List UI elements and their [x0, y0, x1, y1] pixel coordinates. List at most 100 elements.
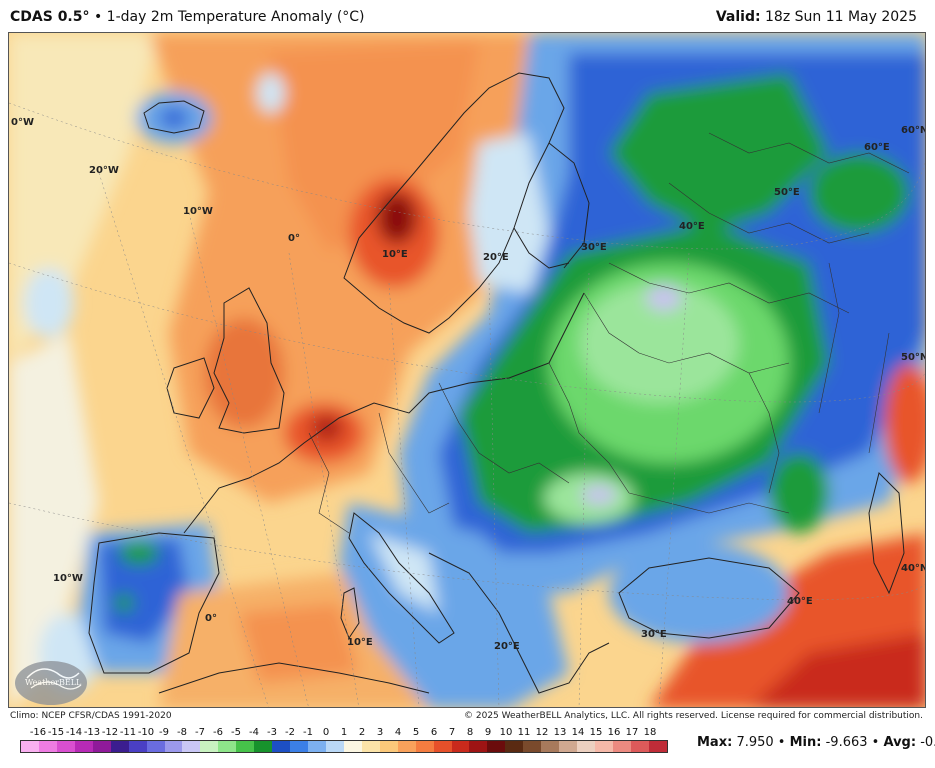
colorbar-swatch	[308, 741, 326, 752]
lon-label: 0°	[288, 233, 300, 244]
colorbar-label: -12	[101, 727, 119, 738]
min-value: -9.663	[825, 735, 868, 750]
colorbar-swatch	[92, 741, 111, 752]
colorbar-label: 0	[322, 727, 330, 738]
colorbar-swatch	[325, 741, 344, 752]
colorbar-swatch	[21, 741, 39, 752]
lon-label: 10°W	[183, 206, 213, 217]
colorbar-swatch	[290, 741, 308, 752]
colorbar-swatch	[182, 741, 201, 752]
header: CDAS 0.5° • 1-day 2m Temperature Anomaly…	[0, 0, 935, 32]
colorbar-label: -8	[177, 727, 187, 738]
colorbar-label: 15	[589, 727, 603, 738]
colorbar-swatch	[595, 741, 613, 752]
weatherbell-logo: WeatherBELL	[15, 661, 87, 705]
colorbar-label: -11	[119, 727, 137, 738]
colorbar-label: 7	[448, 727, 456, 738]
colorbar-swatch	[487, 741, 506, 752]
lon-label: 10°E	[347, 637, 373, 648]
colorbar-label: -7	[195, 727, 205, 738]
colorbar-swatch	[218, 741, 237, 752]
copyright: © 2025 WeatherBELL Analytics, LLC. All r…	[464, 711, 923, 721]
colorbar-swatch	[200, 741, 219, 752]
colorbar-label: 18	[643, 727, 657, 738]
anomaly-field	[9, 33, 925, 707]
colorbar-swatch	[397, 741, 416, 752]
stats-sep: •	[777, 735, 786, 750]
colorbar-swatch	[612, 741, 631, 752]
colorbar-swatch	[415, 741, 434, 752]
colorbar-swatch	[254, 741, 273, 752]
lat-label: 40°N	[901, 563, 926, 574]
colorbar-swatch	[38, 741, 57, 752]
colorbar-swatch	[577, 741, 595, 752]
lon-label: 0°	[205, 613, 217, 624]
colorbar-swatch	[164, 741, 183, 752]
min-label: Min:	[789, 735, 822, 750]
borders	[308, 132, 910, 534]
avg-value: -0.717	[920, 735, 935, 750]
model-name: CDAS 0.5°	[10, 9, 90, 25]
colorbar-swatch	[361, 741, 380, 752]
colorbar-label: 2	[358, 727, 366, 738]
colorbar-label: 17	[625, 727, 639, 738]
colorbar-swatches	[20, 740, 668, 753]
colorbar: -16 -15 -14 -13 -12 -11 -10 -9 -8 -7 -6 -5 -4 -3 -2 -1 0…	[20, 727, 668, 755]
lon-label: 0°W	[11, 117, 34, 128]
colorbar-label: 14	[571, 727, 585, 738]
colorbar-label: -1	[303, 727, 313, 738]
colorbar-label: -9	[159, 727, 169, 738]
product-name: 1-day 2m Temperature Anomaly (°C)	[106, 9, 365, 25]
colorbar-swatch	[469, 741, 488, 752]
lon-label: 20°E	[483, 252, 509, 263]
colorbar-label: -4	[249, 727, 259, 738]
colorbar-swatch	[272, 741, 291, 752]
colorbar-label: 9	[484, 727, 492, 738]
colorbar-label: -15	[47, 727, 65, 738]
colorbar-swatch	[648, 741, 667, 752]
anomaly-map[interactable]: 0°W 20°W 10°W 0° 10°E 20°E 30°E 40°E 50°…	[8, 32, 926, 708]
stats: Max: 7.950 • Min: -9.663 • Avg: -0.717	[697, 735, 935, 750]
colorbar-swatch	[236, 741, 255, 752]
max-label: Max:	[697, 735, 733, 750]
colorbar-swatch	[523, 741, 542, 752]
lon-label: 10°W	[53, 573, 83, 584]
colorbar-label: 5	[412, 727, 420, 738]
colorbar-label: 3	[376, 727, 384, 738]
valid-label: Valid:	[715, 9, 761, 25]
colorbar-label: -16	[29, 727, 47, 738]
colorbar-label: 10	[499, 727, 513, 738]
colorbar-swatch	[433, 741, 452, 752]
colorbar-swatch	[110, 741, 129, 752]
colorbar-label: -6	[213, 727, 223, 738]
stats-sep: •	[871, 735, 880, 750]
lon-label: 30°E	[641, 629, 667, 640]
lon-label: 60°E	[864, 142, 890, 153]
coastlines	[88, 72, 905, 694]
colorbar-labels: -16 -15 -14 -13 -12 -11 -10 -9 -8 -7 -6 -5 -4 -3 -2 -1 0…	[20, 727, 668, 739]
lon-label: 40°E	[679, 221, 705, 232]
map-svg: 0°W 20°W 10°W 0° 10°E 20°E 30°E 40°E 50°…	[9, 33, 926, 707]
colorbar-swatch	[128, 741, 147, 752]
lat-label: 60°N	[901, 125, 926, 136]
colorbar-swatch	[541, 741, 560, 752]
lon-label: 20°E	[494, 641, 520, 652]
lon-label: 50°E	[774, 187, 800, 198]
valid-time: Valid: 18z Sun 11 May 2025	[716, 9, 917, 25]
colorbar-label: 13	[553, 727, 567, 738]
colorbar-label: -3	[267, 727, 277, 738]
colorbar-label: 6	[430, 727, 438, 738]
map-title: CDAS 0.5° • 1-day 2m Temperature Anomaly…	[10, 9, 365, 25]
colorbar-swatch	[451, 741, 470, 752]
colorbar-label: -2	[285, 727, 295, 738]
colorbar-label: 8	[466, 727, 474, 738]
lat-label: 50°N	[901, 352, 926, 363]
max-value: 7.950	[736, 735, 774, 750]
colorbar-label: 4	[394, 727, 402, 738]
avg-label: Avg:	[883, 735, 917, 750]
colorbar-swatch	[379, 741, 398, 752]
colorbar-swatch	[56, 741, 75, 752]
colorbar-swatch	[505, 741, 524, 752]
lon-label: 40°E	[787, 596, 813, 607]
colorbar-swatch	[559, 741, 578, 752]
